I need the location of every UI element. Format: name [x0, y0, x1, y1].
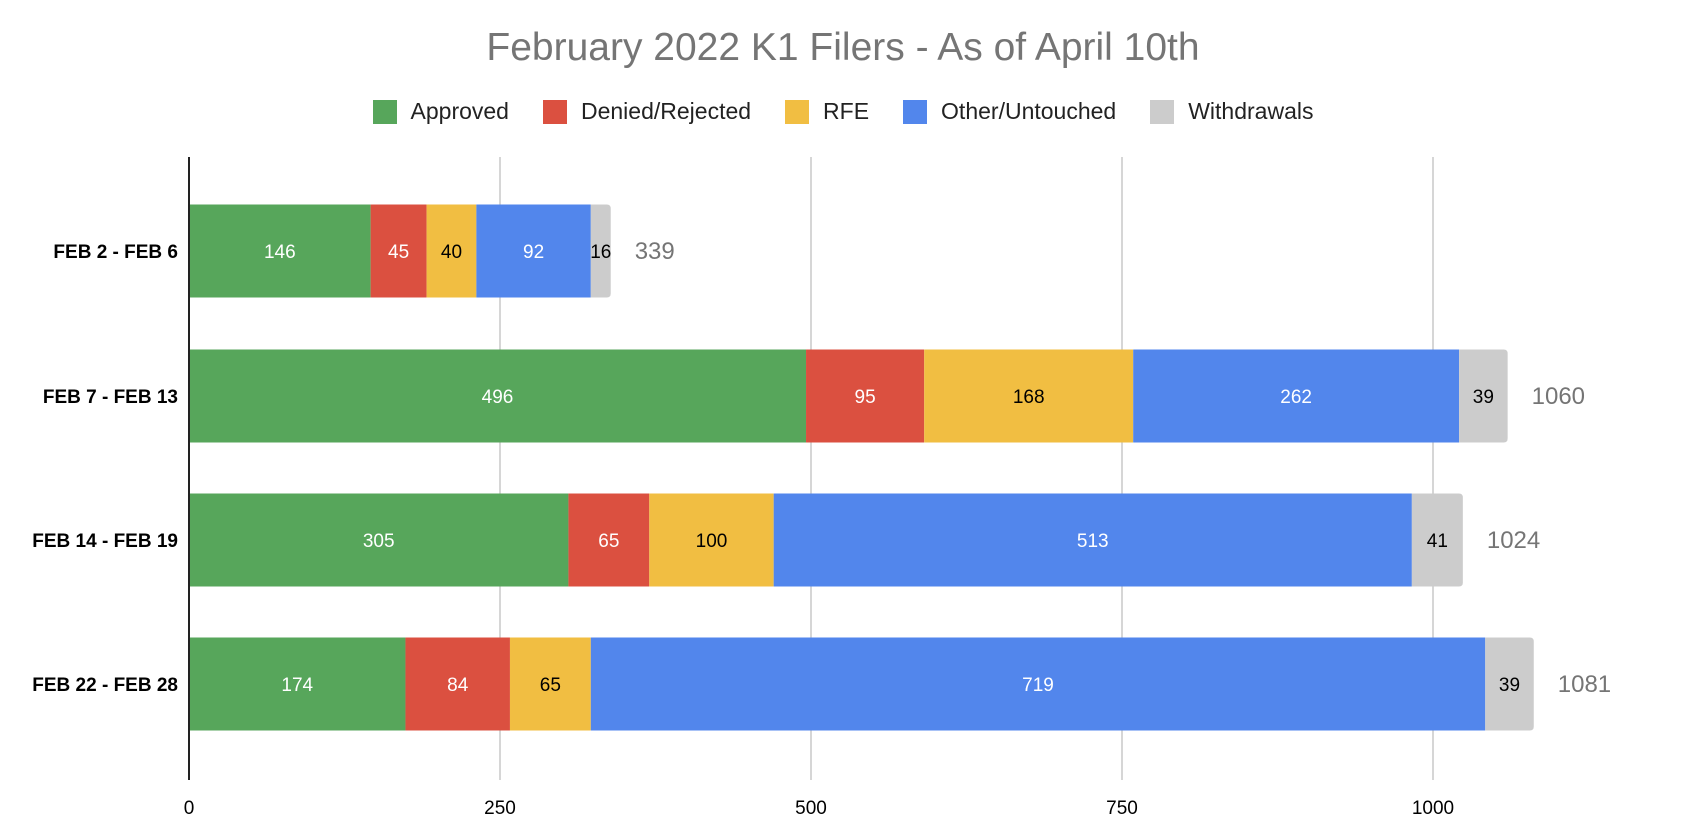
total-label: 1081 — [1558, 671, 1611, 698]
legend-item: Approved — [372, 98, 509, 125]
chart-legend: Approved Denied/Rejected RFE Other/Untouche… — [0, 98, 1686, 125]
bar-segment — [426, 204, 477, 298]
bar-segment — [590, 204, 611, 298]
data-label: 168 — [1013, 387, 1045, 408]
legend-item: Other/Untouched — [903, 98, 1116, 125]
x-tick-label: 750 — [1106, 798, 1138, 819]
data-label: 41 — [1427, 531, 1448, 552]
data-label: 146 — [264, 242, 296, 263]
legend-label: Approved — [410, 98, 509, 124]
legend-item: Withdrawals — [1150, 98, 1313, 125]
total-label: 1024 — [1487, 527, 1540, 554]
data-label: 174 — [281, 675, 313, 696]
data-label: 513 — [1077, 531, 1109, 552]
bar-segment — [189, 493, 569, 587]
data-label: 39 — [1499, 675, 1520, 696]
bar-segment — [649, 493, 774, 587]
bar-segment — [189, 204, 371, 298]
x-tick-label: 250 — [484, 798, 516, 819]
legend-swatch — [542, 99, 567, 124]
category-label: FEB 14 - FEB 19 — [32, 531, 178, 552]
legend-item: Denied/Rejected — [542, 98, 752, 125]
legend-swatch — [372, 99, 397, 124]
total-label: 1060 — [1532, 383, 1585, 410]
data-label: 65 — [540, 675, 561, 696]
data-label: 84 — [447, 675, 469, 696]
bar-segment — [924, 349, 1134, 443]
data-label: 719 — [1022, 675, 1054, 696]
bar-segment — [189, 637, 406, 731]
data-label: 40 — [441, 242, 462, 263]
chart-title: February 2022 K1 Filers - As of April 10… — [486, 26, 1200, 69]
data-label: 16 — [590, 242, 611, 263]
category-label: FEB 7 - FEB 13 — [43, 387, 178, 408]
x-tick-label: 500 — [795, 798, 827, 819]
bar-segment — [590, 637, 1486, 731]
bar-segment — [1485, 637, 1534, 731]
legend-label: Denied/Rejected — [580, 98, 752, 124]
bar-segment — [1411, 493, 1463, 587]
bar-segment — [568, 493, 650, 587]
category-label: FEB 2 - FEB 6 — [53, 242, 178, 263]
legend-swatch — [903, 99, 928, 124]
legend-label: RFE — [823, 98, 870, 124]
bar-segment — [405, 637, 510, 731]
data-label: 65 — [598, 531, 619, 552]
legend-swatch — [1150, 99, 1175, 124]
bar-segment — [806, 349, 925, 443]
category-label: FEB 22 - FEB 28 — [32, 675, 178, 696]
data-label: 496 — [482, 387, 514, 408]
data-label: 262 — [1280, 387, 1312, 408]
total-label: 339 — [635, 238, 675, 265]
data-label: 45 — [388, 242, 409, 263]
bar-segment — [476, 204, 591, 298]
bar-segment — [1459, 349, 1508, 443]
data-label: 100 — [696, 531, 728, 552]
legend-item: RFE — [785, 98, 869, 125]
x-tick-label: 0 — [184, 798, 195, 819]
x-tick-label: 1000 — [1412, 798, 1454, 819]
legend-swatch — [785, 99, 810, 124]
data-label: 92 — [523, 242, 544, 263]
bar-segment — [189, 349, 807, 443]
legend-label: Other/Untouched — [941, 98, 1117, 124]
data-label: 39 — [1473, 387, 1494, 408]
bar-segment — [773, 493, 1412, 587]
bar-segment — [1133, 349, 1460, 443]
bar-segment — [509, 637, 591, 731]
bar-segment — [370, 204, 427, 298]
legend-label: Withdrawals — [1188, 98, 1314, 124]
data-label: 95 — [855, 387, 876, 408]
data-label: 305 — [363, 531, 395, 552]
